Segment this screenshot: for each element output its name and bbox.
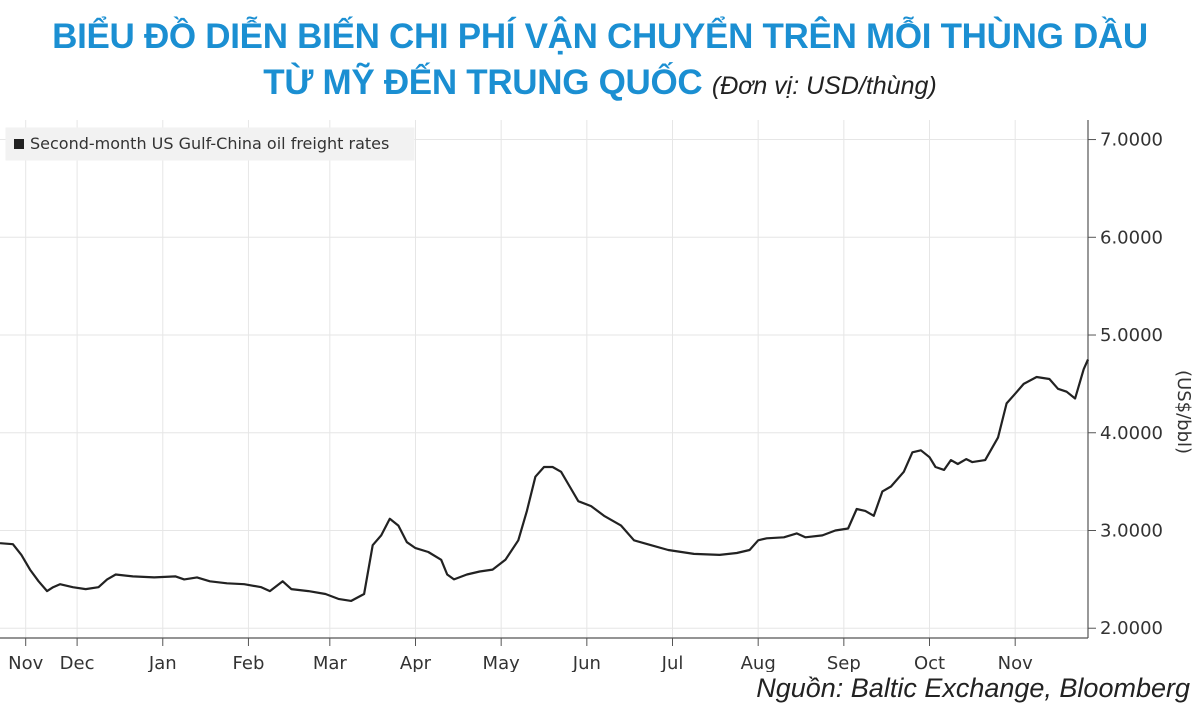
legend: Second-month US Gulf-China oil freight r… — [5, 127, 415, 161]
x-tick-label: Mar — [313, 653, 348, 672]
title-line-1: BIỂU ĐỒ DIỄN BIẾN CHI PHÍ VẬN CHUYỂN TRÊ… — [52, 17, 1148, 56]
x-tick-label: Nov — [8, 653, 43, 672]
y-tick-label: 3.0000 — [1100, 520, 1163, 541]
x-tick-label: Sep — [827, 653, 861, 672]
unit-label: (Đơn vị: USD/thùng) — [711, 72, 937, 100]
x-tick-label: Jan — [148, 653, 177, 672]
x-tick-label: Feb — [233, 653, 265, 672]
x-tick-label: Jun — [572, 653, 601, 672]
x-tick-label: Dec — [60, 653, 95, 672]
grid-lines — [0, 120, 1088, 638]
axes: 2.0000 3.0000 4.0000 5.0000 6.0000 7.0000 Nov D… — [0, 120, 1163, 672]
source-note: Nguồn: Baltic Exchange, Bloomberg — [756, 673, 1190, 703]
x-tick-label: Jul — [661, 653, 684, 672]
x-tick-label: May — [483, 653, 521, 672]
line-chart: 2.0000 3.0000 4.0000 5.0000 6.0000 7.0000 Nov D… — [0, 120, 1194, 672]
legend-label: Second-month US Gulf-China oil freight r… — [30, 134, 389, 153]
y-tick-label: 4.0000 — [1100, 423, 1163, 444]
title-line-2: TỪ MỸ ĐẾN TRUNG QUỐC (Đơn vị: USD/thùng) — [0, 60, 1200, 109]
y-tick-label: 6.0000 — [1100, 227, 1163, 248]
chart-title: BIỂU ĐỒ DIỄN BIẾN CHI PHÍ VẬN CHUYỂN TRÊ… — [0, 14, 1200, 109]
x-tick-label: Oct — [914, 653, 945, 672]
x-tick-label: Aug — [741, 653, 776, 672]
series-layer — [0, 359, 1090, 602]
series-line — [0, 359, 1090, 602]
legend-box — [5, 127, 415, 161]
y-tick-label: 5.0000 — [1100, 325, 1163, 346]
x-tick-label: Apr — [400, 653, 432, 672]
legend-swatch — [14, 139, 24, 149]
title-line-2-text: TỪ MỸ ĐẾN TRUNG QUỐC — [263, 63, 703, 102]
y-tick-label: 7.0000 — [1100, 130, 1163, 151]
y-axis-label: (US$/bbl) — [1173, 370, 1194, 454]
y-tick-label: 2.0000 — [1100, 618, 1163, 639]
x-tick-label: Nov — [998, 653, 1033, 672]
